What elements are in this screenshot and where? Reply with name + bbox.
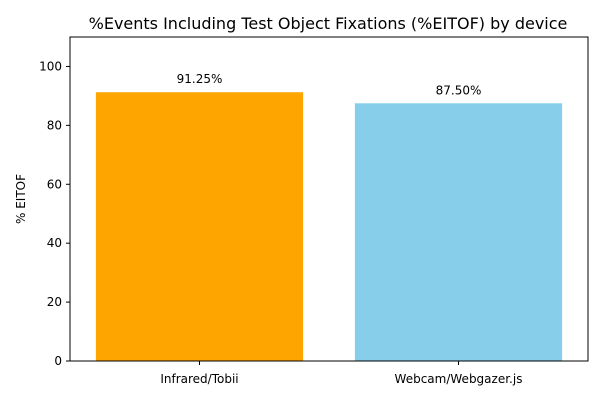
bar-value-label: 87.50% <box>436 83 482 97</box>
y-tick-label: 100 <box>39 59 62 73</box>
y-axis-label: % EITOF <box>14 174 28 224</box>
bars-group <box>95 92 563 362</box>
y-tick-label: 20 <box>47 295 62 309</box>
y-tick-label: 60 <box>47 177 62 191</box>
y-axis-ticks: 0 20 40 60 80 100 <box>39 59 70 368</box>
plot-frame <box>69 36 589 362</box>
data-labels-group: 91.25% 87.50% <box>177 72 482 97</box>
x-axis-ticks: Infrared/Tobii Webcam/Webgazer.js <box>160 361 522 386</box>
x-tick-label: Infrared/Tobii <box>160 372 238 386</box>
bar-value-label: 91.25% <box>177 72 223 86</box>
chart-title: %Events Including Test Object Fixations … <box>89 14 568 33</box>
y-tick-label: 0 <box>54 354 62 368</box>
bar-webcam-webgazer-js <box>354 103 563 361</box>
y-tick-label: 80 <box>47 118 62 132</box>
y-tick-label: 40 <box>47 236 62 250</box>
bar-infrared-tobii <box>95 92 304 362</box>
x-tick-label: Webcam/Webgazer.js <box>395 372 523 386</box>
